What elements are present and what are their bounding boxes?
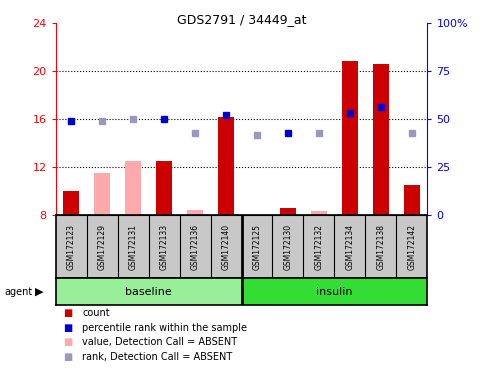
Bar <box>249 215 265 216</box>
Text: ■: ■ <box>63 337 72 347</box>
Text: GSM172130: GSM172130 <box>284 223 293 270</box>
Text: GSM172132: GSM172132 <box>314 224 324 270</box>
Bar <box>342 61 358 215</box>
Text: baseline: baseline <box>125 287 172 297</box>
Text: ■: ■ <box>63 352 72 362</box>
Bar <box>94 173 110 215</box>
Text: agent: agent <box>5 287 33 297</box>
Text: percentile rank within the sample: percentile rank within the sample <box>82 323 247 333</box>
Text: rank, Detection Call = ABSENT: rank, Detection Call = ABSENT <box>82 352 232 362</box>
Text: ■: ■ <box>63 308 72 318</box>
Text: GSM172136: GSM172136 <box>190 223 199 270</box>
Text: GSM172140: GSM172140 <box>222 223 230 270</box>
Text: GSM172123: GSM172123 <box>67 224 75 270</box>
Bar <box>280 208 296 215</box>
Text: insulin: insulin <box>316 287 353 297</box>
Text: GSM172133: GSM172133 <box>159 223 169 270</box>
Text: GSM172125: GSM172125 <box>253 224 261 270</box>
Text: value, Detection Call = ABSENT: value, Detection Call = ABSENT <box>82 337 237 347</box>
Bar <box>242 278 427 305</box>
Bar <box>373 64 389 215</box>
Bar <box>187 210 203 215</box>
Bar <box>63 191 79 215</box>
Text: GSM172138: GSM172138 <box>376 224 385 270</box>
Text: ■: ■ <box>63 323 72 333</box>
Text: GDS2791 / 34449_at: GDS2791 / 34449_at <box>177 13 306 26</box>
Text: GSM172134: GSM172134 <box>345 223 355 270</box>
Text: GSM172131: GSM172131 <box>128 224 138 270</box>
Bar <box>404 185 420 215</box>
Bar <box>311 212 327 215</box>
Bar <box>156 161 172 215</box>
Text: GSM172129: GSM172129 <box>98 224 107 270</box>
Text: ▶: ▶ <box>35 287 43 297</box>
Bar <box>56 278 242 305</box>
Text: count: count <box>82 308 110 318</box>
Bar <box>125 161 141 215</box>
Text: GSM172142: GSM172142 <box>408 224 416 270</box>
Bar <box>218 117 234 215</box>
